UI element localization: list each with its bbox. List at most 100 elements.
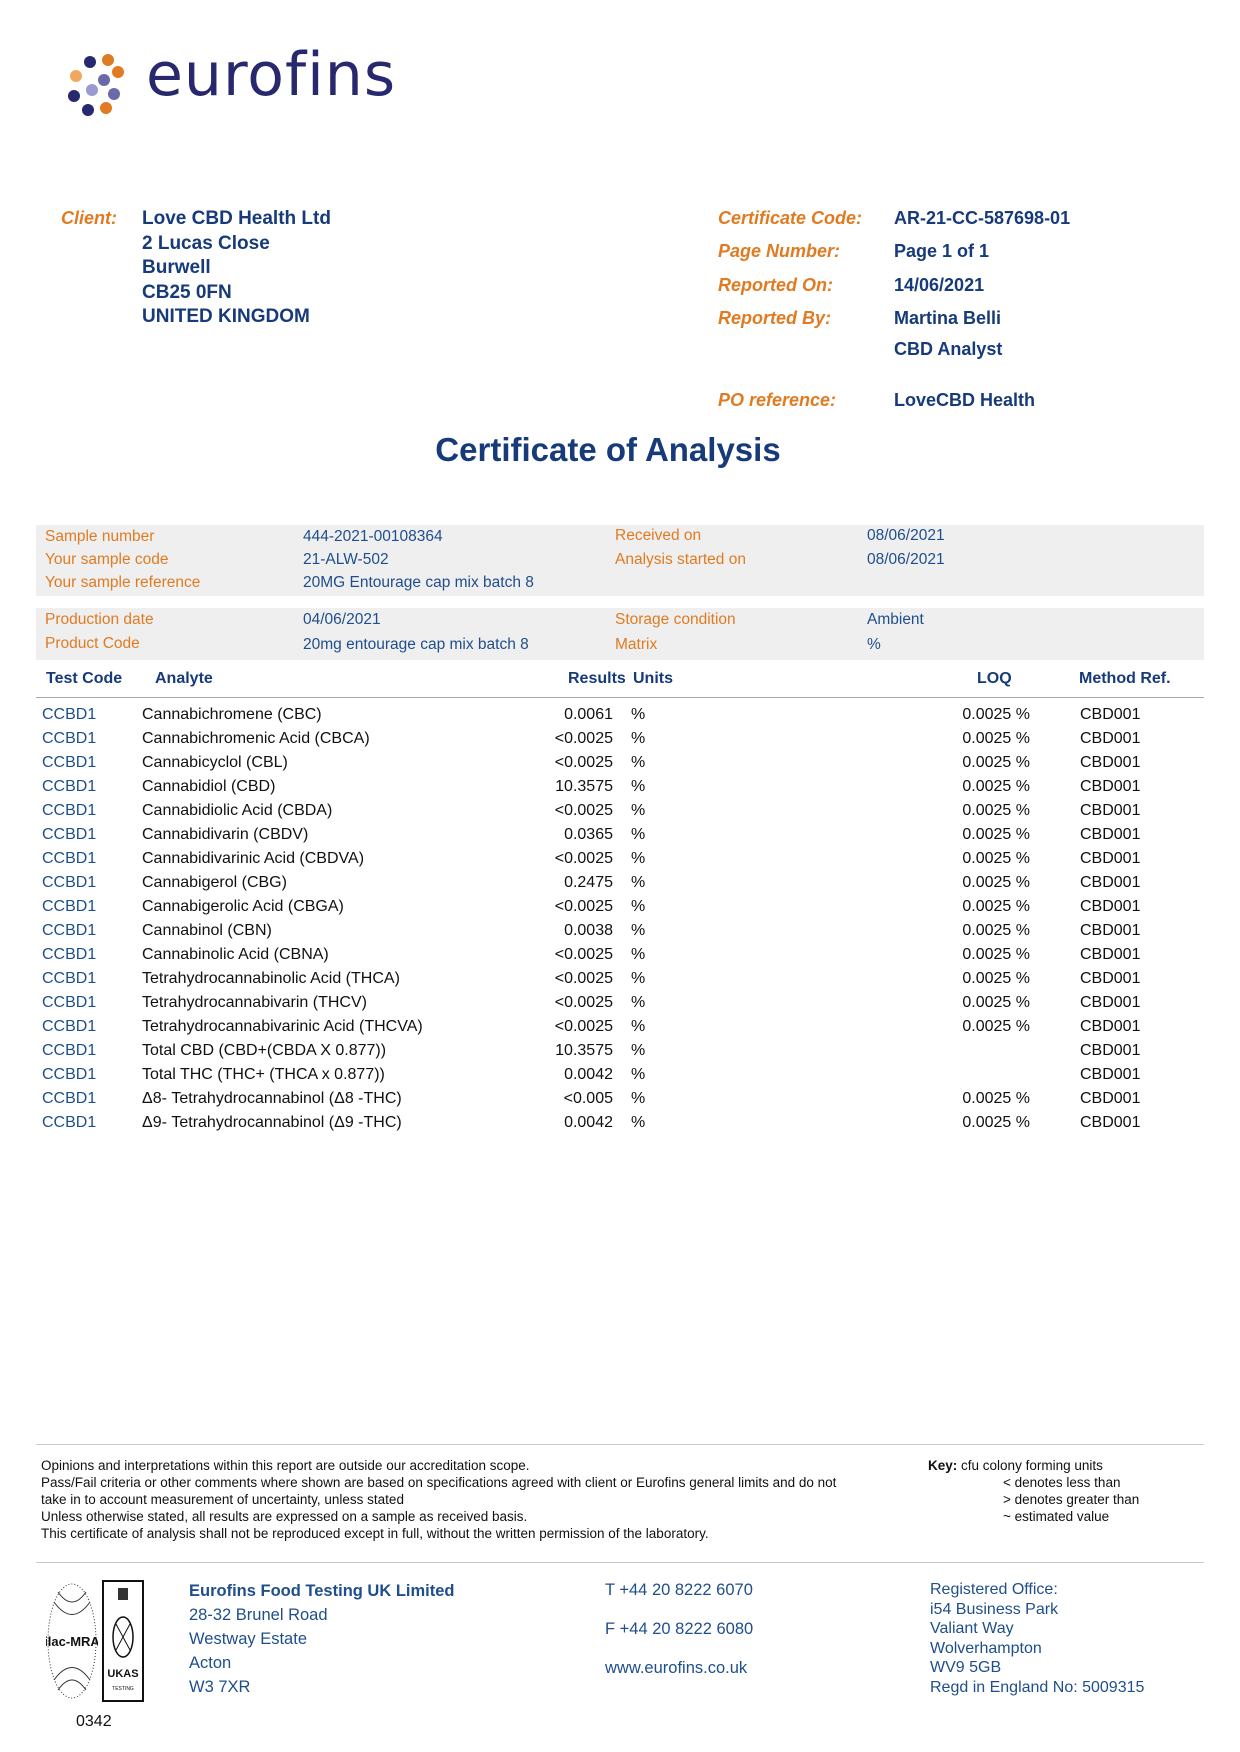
matrix-label: Matrix (615, 636, 658, 653)
analyte: Cannabichromene (CBC) (142, 706, 322, 723)
method-ref: CBD001 (1080, 826, 1141, 843)
loq: 0.0025 % (962, 922, 1030, 939)
table-row: CCBD1 Cannabigerol (CBG) 0.2475% 0.0025 % CB… (0, 874, 1240, 898)
analyte: Cannabigerol (CBG) (142, 874, 287, 891)
company-name: Eurofins Food Testing UK Limited (189, 1582, 455, 1600)
product-info-box (36, 608, 1204, 660)
client-town: Burwell (142, 257, 211, 278)
table-row: CCBD1 Total CBD (CBD+(CBDA X 0.877)) 10.35… (0, 1042, 1240, 1066)
unit: % (631, 874, 646, 891)
sample-reference-label: Your sample reference (45, 574, 201, 591)
test-code: CCBD1 (42, 1090, 97, 1107)
received-on-value: 08/06/2021 (867, 527, 945, 544)
sample-code-label: Your sample code (45, 551, 169, 568)
result: 0.0042 (564, 1114, 613, 1131)
method-ref: CBD001 (1080, 754, 1141, 771)
method-ref: CBD001 (1080, 802, 1141, 819)
reported-by-label: Reported By: (718, 308, 832, 328)
unit: % (631, 1018, 646, 1035)
registered-line: Valiant Way (930, 1620, 1014, 1637)
test-code: CCBD1 (42, 946, 97, 963)
certificate-code-label: Certificate Code: (718, 208, 863, 228)
client-name: Love CBD Health Ltd (142, 208, 331, 229)
loq: 0.0025 % (962, 898, 1030, 915)
unit: % (631, 730, 646, 747)
reported-on-label: Reported On: (718, 275, 833, 295)
analysis-started-label: Analysis started on (615, 551, 746, 568)
registered-line: WV9 5GB (930, 1659, 1002, 1676)
unit: % (631, 1042, 646, 1059)
notes-divider-bottom (36, 1562, 1204, 1563)
method-ref: CBD001 (1080, 1018, 1141, 1035)
table-row: CCBD1 Cannabicyclol (CBL) <0.0025% 0.0025 %… (0, 754, 1240, 778)
test-code: CCBD1 (42, 898, 97, 915)
loq: 0.0025 % (962, 1090, 1030, 1107)
header-method: Method Ref. (1079, 670, 1171, 687)
notes: Opinions and interpretations within this… (41, 1457, 836, 1542)
table-row: CCBD1 Cannabidivarinic Acid (CBDVA) <0.002… (0, 850, 1240, 874)
header-loq: LOQ (977, 670, 1012, 687)
result: 0.0061 (564, 706, 613, 723)
test-code: CCBD1 (42, 1018, 97, 1035)
result: <0.0025 (554, 802, 613, 819)
client-street: 2 Lucas Close (142, 232, 270, 254)
client-postcode: CB25 0FN (142, 281, 232, 303)
logo-text: eurofins (146, 40, 397, 110)
table-row: CCBD1 Cannabidiol (CBD) 10.3575% 0.0025 % CB… (0, 778, 1240, 802)
method-ref: CBD001 (1080, 778, 1141, 795)
header-analyte: Analyte (155, 670, 213, 687)
registered-line: Wolverhampton (930, 1639, 1042, 1657)
method-ref: CBD001 (1080, 730, 1141, 747)
result: 0.0365 (564, 826, 613, 843)
loq: 0.0025 % (962, 802, 1030, 819)
key: Key: cfu colony forming units < denotes … (928, 1457, 1139, 1525)
page-title: Certificate of Analysis (435, 431, 781, 468)
page-number-label: Page Number: (718, 241, 841, 261)
analysis-started-value: 08/06/2021 (867, 551, 945, 568)
test-code: CCBD1 (42, 850, 97, 867)
method-ref: CBD001 (1080, 706, 1141, 723)
production-date-label: Production date (45, 611, 154, 628)
method-ref: CBD001 (1080, 1066, 1141, 1083)
analyte: Cannabidivarinic Acid (CBDVA) (142, 850, 365, 867)
result: <0.0025 (554, 850, 613, 867)
result: 0.0042 (564, 1066, 613, 1083)
analyte: Cannabicyclol (CBL) (142, 754, 288, 771)
registered-line: Registered Office: (930, 1581, 1058, 1598)
matrix-value: % (867, 636, 881, 653)
loq: 0.0025 % (962, 994, 1030, 1011)
registered-office: Registered Office: i54 Business Park Val… (930, 1580, 1144, 1697)
unit: % (631, 1066, 646, 1083)
result: 10.3575 (555, 1042, 613, 1059)
result: <0.0025 (554, 994, 613, 1011)
client-country: UNITED KINGDOM (142, 306, 310, 327)
test-code: CCBD1 (42, 826, 97, 843)
method-ref: CBD001 (1080, 994, 1141, 1011)
header-results: Results (568, 670, 626, 687)
loq: 0.0025 % (962, 754, 1030, 771)
result: <0.0025 (554, 898, 613, 915)
sample-info-box (36, 525, 1204, 596)
analyte: Cannabigerolic Acid (CBGA) (142, 898, 344, 915)
method-ref: CBD001 (1080, 874, 1141, 891)
page-number-value: Page 1 of 1 (894, 241, 990, 261)
method-ref: CBD001 (1080, 1042, 1141, 1059)
table-row: CCBD1 Cannabigerolic Acid (CBGA) <0.0025% 0… (0, 898, 1240, 922)
po-reference-value: LoveCBD Health (894, 390, 1036, 410)
loq: 0.0025 % (962, 1018, 1030, 1035)
table-row: CCBD1 Total THC (THC+ (THCA x 0.877)) 0.00… (0, 1066, 1240, 1090)
table-row: CCBD1 Tetrahydrocannabivarinic Acid (THCV… (0, 1018, 1240, 1042)
analyte: Tetrahydrocannabivarinic Acid (THCVA) (142, 1018, 423, 1035)
registered-line: Regd in England No: 5009315 (930, 1678, 1145, 1696)
company-line: W3 7XR (189, 1678, 251, 1696)
test-code: CCBD1 (42, 754, 97, 771)
product-code-label: Product Code (45, 635, 140, 652)
website-link[interactable]: www.eurofins.co.uk (605, 1659, 748, 1677)
sample-reference-value: 20MG Entourage cap mix batch 8 (303, 574, 534, 591)
result: 10.3575 (555, 778, 613, 795)
test-code: CCBD1 (42, 994, 97, 1011)
method-ref: CBD001 (1080, 850, 1141, 867)
table-row: CCBD1 Δ8- Tetrahydrocannabinol (Δ8 -THC) <… (0, 1090, 1240, 1114)
svg-text:ilac-MRA: ilac-MRA (46, 1634, 98, 1649)
reported-on-value: 14/06/2021 (894, 275, 985, 295)
